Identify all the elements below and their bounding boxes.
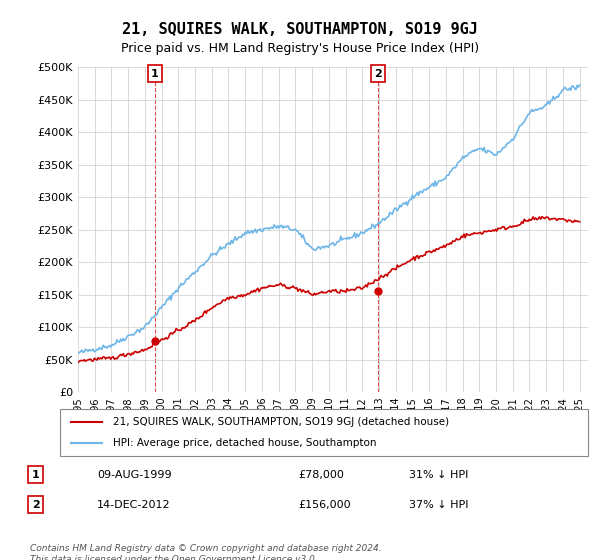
Text: 2: 2: [32, 500, 40, 510]
Text: 2: 2: [374, 69, 382, 79]
Text: Price paid vs. HM Land Registry's House Price Index (HPI): Price paid vs. HM Land Registry's House …: [121, 42, 479, 55]
Text: 1: 1: [151, 69, 159, 79]
Text: Contains HM Land Registry data © Crown copyright and database right 2024.
This d: Contains HM Land Registry data © Crown c…: [30, 544, 382, 560]
Text: 14-DEC-2012: 14-DEC-2012: [97, 500, 170, 510]
Text: 09-AUG-1999: 09-AUG-1999: [97, 470, 172, 479]
Text: 31% ↓ HPI: 31% ↓ HPI: [409, 470, 469, 479]
Text: HPI: Average price, detached house, Southampton: HPI: Average price, detached house, Sout…: [113, 438, 376, 448]
Text: £156,000: £156,000: [298, 500, 350, 510]
FancyBboxPatch shape: [60, 409, 588, 456]
Text: 21, SQUIRES WALK, SOUTHAMPTON, SO19 9GJ (detached house): 21, SQUIRES WALK, SOUTHAMPTON, SO19 9GJ …: [113, 417, 449, 427]
Text: 37% ↓ HPI: 37% ↓ HPI: [409, 500, 469, 510]
Text: £78,000: £78,000: [298, 470, 344, 479]
Text: 21, SQUIRES WALK, SOUTHAMPTON, SO19 9GJ: 21, SQUIRES WALK, SOUTHAMPTON, SO19 9GJ: [122, 22, 478, 38]
Text: 1: 1: [32, 470, 40, 479]
